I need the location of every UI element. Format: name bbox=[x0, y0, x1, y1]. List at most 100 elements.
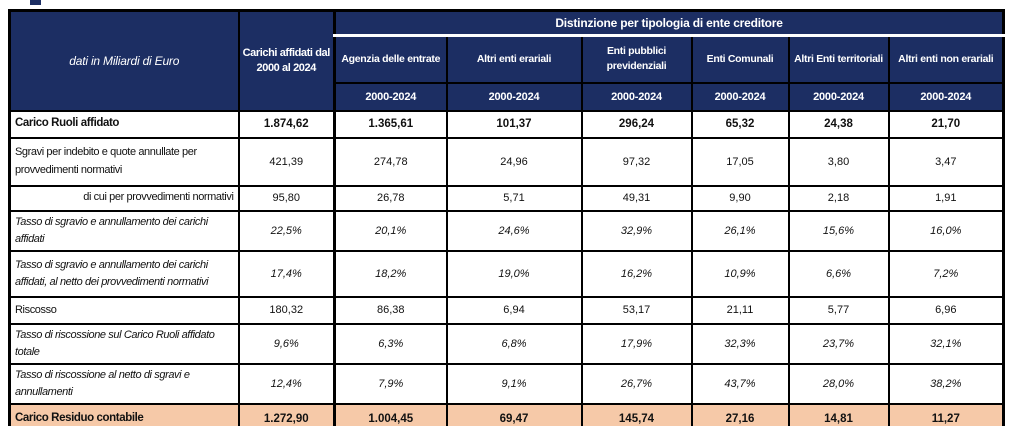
cell-value: 16,0% bbox=[887, 209, 1005, 252]
cell-value: 1.874,62 bbox=[237, 109, 336, 139]
cell-value: 1.272,90 bbox=[237, 402, 336, 426]
group-header-distinzione: Distinzione per tipologia di ente credit… bbox=[332, 9, 1005, 37]
cell-value: 27,16 bbox=[690, 402, 790, 426]
cell-value: 69,47 bbox=[445, 402, 583, 426]
header-row-period: 2000-2024 2000-2024 2000-2024 2000-2024 … bbox=[10, 81, 1005, 112]
cell-value: 1,91 bbox=[887, 184, 1005, 212]
col-header-carichi-affidati: Carichi affidati dal 2000 al 2024 bbox=[237, 9, 336, 112]
cell-value: 15,6% bbox=[787, 209, 890, 252]
cell-value: 65,32 bbox=[690, 109, 790, 139]
col-header-altri-enti-territoriali: Altri Enti territoriali bbox=[787, 34, 890, 84]
cell-value: 5,71 bbox=[445, 184, 583, 212]
cell-value: 86,38 bbox=[333, 295, 448, 325]
cell-value: 53,17 bbox=[580, 295, 693, 325]
table-row: di cui per provvedimenti normativi 95,80 2… bbox=[8, 184, 1005, 212]
cell-value: 49,31 bbox=[580, 184, 693, 212]
cell-value: 1.365,61 bbox=[333, 109, 448, 139]
cell-value: 421,39 bbox=[237, 136, 336, 187]
cell-value: 9,1% bbox=[445, 362, 583, 405]
tax-collection-table: dati in Miliardi di Euro Carichi affidat… bbox=[8, 9, 1006, 426]
row-label: Tasso di sgravio e annullamento dei cari… bbox=[8, 249, 240, 298]
row-label: di cui per provvedimenti normativi bbox=[8, 184, 240, 212]
period-header: 2000-2024 bbox=[445, 81, 583, 112]
cell-value: 145,74 bbox=[580, 402, 693, 426]
cell-value: 7,2% bbox=[887, 249, 1005, 298]
cell-value: 2,18 bbox=[787, 184, 890, 212]
period-header: 2000-2024 bbox=[690, 81, 790, 112]
cell-value: 17,05 bbox=[690, 136, 790, 187]
row-label: Tasso di riscossione sul Carico Ruoli af… bbox=[8, 322, 240, 365]
cell-value: 20,1% bbox=[333, 209, 448, 252]
period-header: 2000-2024 bbox=[580, 81, 693, 112]
cell-value: 22,5% bbox=[237, 209, 336, 252]
col-header-enti-comunali: Enti Comunali bbox=[690, 34, 790, 84]
table-row: Tasso di riscossione al netto di sgravi … bbox=[8, 362, 1005, 405]
cell-value: 101,37 bbox=[445, 109, 583, 139]
period-header: 2000-2024 bbox=[887, 81, 1005, 112]
row-label: Sgravi per indebito e quote annullate pe… bbox=[8, 136, 240, 187]
table-row: Tasso di sgravio e annullamento dei cari… bbox=[8, 209, 1005, 252]
cell-value: 6,94 bbox=[445, 295, 583, 325]
table-row: Carico Ruoli affidato 1.874,62 1.365,61 101… bbox=[8, 109, 1005, 139]
cell-value: 6,6% bbox=[787, 249, 890, 298]
cell-value: 11,27 bbox=[887, 402, 1005, 426]
cell-value: 24,38 bbox=[787, 109, 890, 139]
cell-value: 26,78 bbox=[333, 184, 448, 212]
cell-value: 32,1% bbox=[887, 322, 1005, 365]
col-header-agenzia-entrate: Agenzia delle entrate bbox=[333, 34, 448, 84]
cell-value: 10,9% bbox=[690, 249, 790, 298]
row-label: Tasso di riscossione al netto di sgravi … bbox=[8, 362, 240, 405]
cell-value: 6,96 bbox=[887, 295, 1005, 325]
cell-value: 28,0% bbox=[787, 362, 890, 405]
col-header-enti-pubblici-previdenziali: Enti pubblici previdenziali bbox=[580, 34, 693, 84]
unit-note: dati in Miliardi di Euro bbox=[8, 9, 240, 112]
cell-value: 3,47 bbox=[887, 136, 1005, 187]
cell-value: 5,77 bbox=[787, 295, 890, 325]
row-label: Tasso di sgravio e annullamento dei cari… bbox=[8, 209, 240, 252]
cell-value: 3,80 bbox=[787, 136, 890, 187]
cell-value: 21,70 bbox=[887, 109, 1005, 139]
cell-value: 18,2% bbox=[333, 249, 448, 298]
table-row: Tasso di riscossione sul Carico Ruoli af… bbox=[8, 322, 1005, 365]
cell-value: 24,6% bbox=[445, 209, 583, 252]
period-header: 2000-2024 bbox=[333, 81, 448, 112]
cell-value: 9,90 bbox=[690, 184, 790, 212]
cell-value: 9,6% bbox=[237, 322, 336, 365]
row-label: Carico Residuo contabile bbox=[8, 402, 240, 426]
cell-value: 43,7% bbox=[690, 362, 790, 405]
col-header-altri-enti-non-erariali: Altri enti non erariali bbox=[887, 34, 1005, 84]
row-label: Riscosso bbox=[8, 295, 240, 325]
cell-value: 97,32 bbox=[580, 136, 693, 187]
cell-value: 32,9% bbox=[580, 209, 693, 252]
cell-value: 19,0% bbox=[445, 249, 583, 298]
table-row: Sgravi per indebito e quote annullate pe… bbox=[8, 136, 1005, 187]
cell-value: 16,2% bbox=[580, 249, 693, 298]
cell-value: 23,7% bbox=[787, 322, 890, 365]
header-row-group: dati in Miliardi di Euro Carichi affidat… bbox=[8, 9, 1005, 112]
cell-value: 32,3% bbox=[690, 322, 790, 365]
col-header-altri-enti-erariali: Altri enti erariali bbox=[445, 34, 583, 84]
cell-value: 274,78 bbox=[333, 136, 448, 187]
cell-value: 296,24 bbox=[580, 109, 693, 139]
cell-value: 6,8% bbox=[445, 322, 583, 365]
cell-value: 24,96 bbox=[445, 136, 583, 187]
cell-value: 95,80 bbox=[237, 184, 336, 212]
cell-value: 180,32 bbox=[237, 295, 336, 325]
cell-value: 38,2% bbox=[887, 362, 1005, 405]
cell-value: 17,4% bbox=[237, 249, 336, 298]
table-row: Tasso di sgravio e annullamento dei cari… bbox=[8, 249, 1005, 298]
cropped-edge-artifact bbox=[30, 0, 41, 5]
cell-value: 26,7% bbox=[580, 362, 693, 405]
cell-value: 12,4% bbox=[237, 362, 336, 405]
table-row: Carico Residuo contabile 1.272,90 1.004,45… bbox=[8, 402, 1005, 426]
period-header: 2000-2024 bbox=[787, 81, 890, 112]
cell-value: 17,9% bbox=[580, 322, 693, 365]
table-row: Riscosso 180,32 86,38 6,94 53,17 21,11 5,77 6,9… bbox=[8, 295, 1005, 325]
cell-value: 1.004,45 bbox=[333, 402, 448, 426]
cell-value: 6,3% bbox=[333, 322, 448, 365]
cell-value: 21,11 bbox=[690, 295, 790, 325]
cell-value: 7,9% bbox=[333, 362, 448, 405]
cell-value: 14,81 bbox=[787, 402, 890, 426]
row-label: Carico Ruoli affidato bbox=[8, 109, 240, 139]
